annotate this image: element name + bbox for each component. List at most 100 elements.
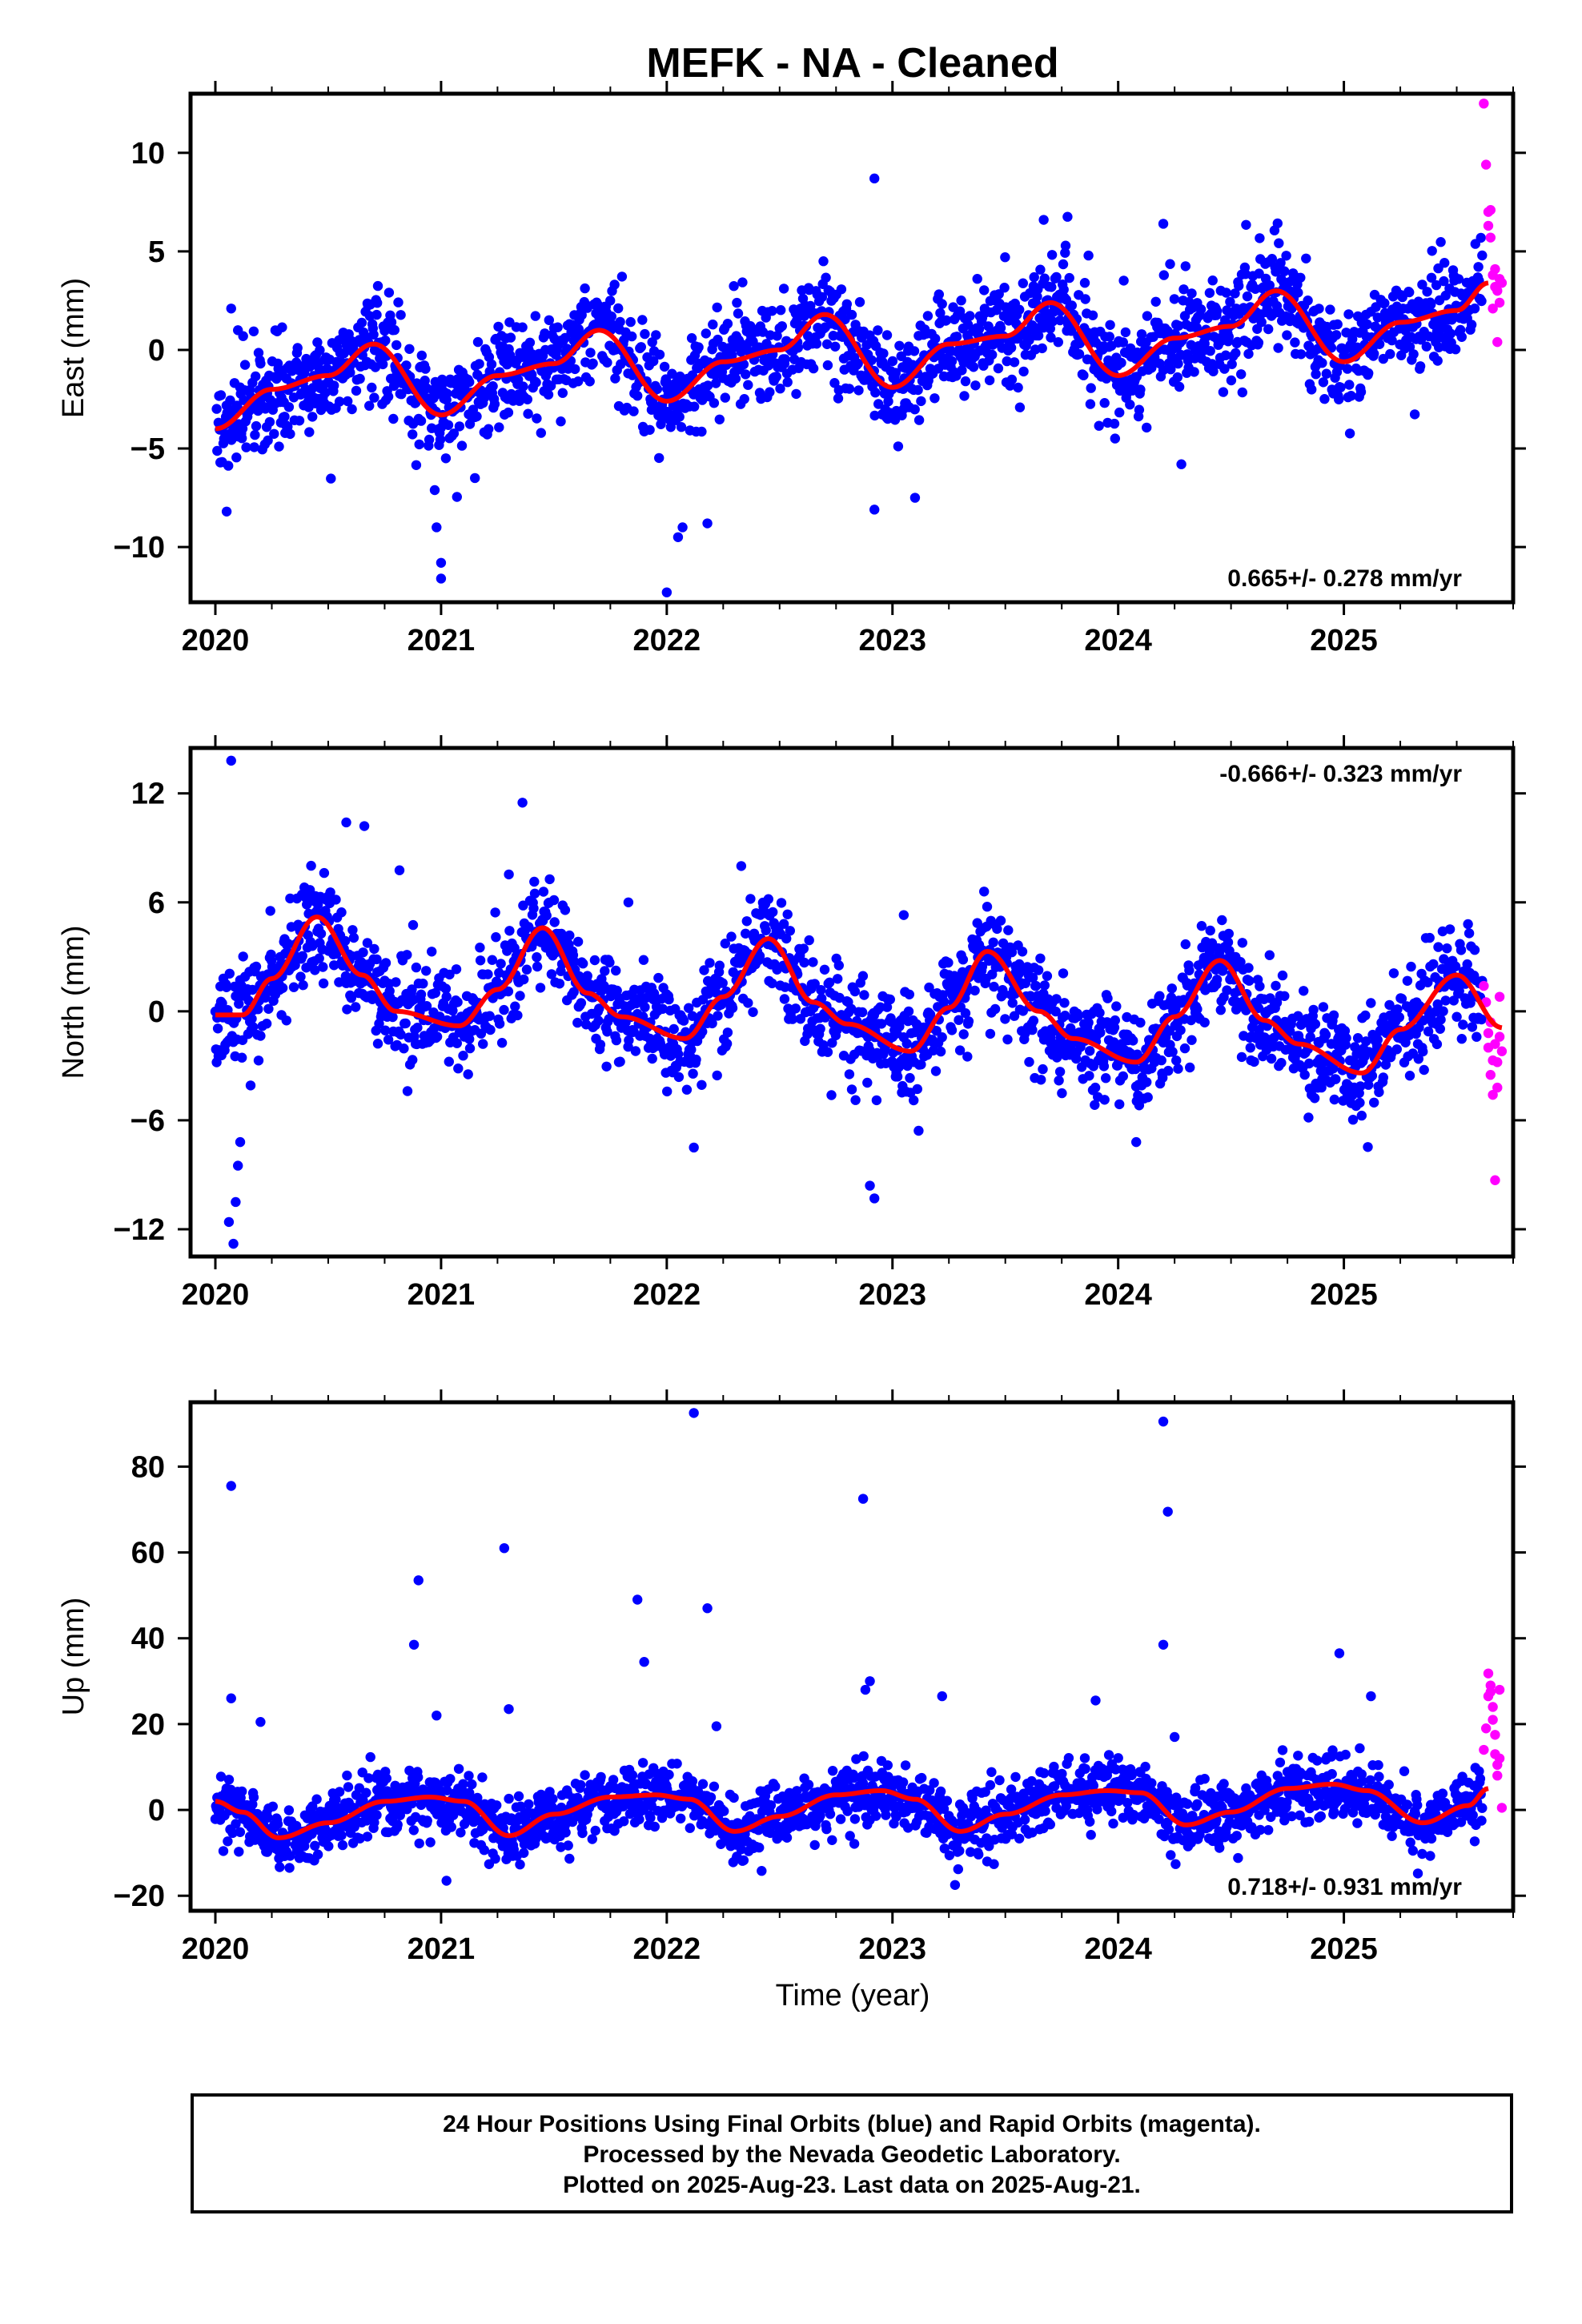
final-orbit-point [1006, 947, 1018, 958]
final-orbit-point [346, 992, 356, 1003]
final-orbit-point [380, 958, 391, 968]
final-orbit-point [320, 388, 331, 398]
final-orbit-point [1098, 1061, 1110, 1072]
final-orbit-point [279, 412, 290, 422]
final-orbit-point [446, 1822, 456, 1832]
final-orbit-point [483, 969, 493, 979]
final-orbit-point [892, 1072, 903, 1082]
final-orbit-point [601, 1061, 612, 1072]
final-orbit-point [515, 991, 525, 1001]
final-orbit-point [924, 982, 934, 993]
final-orbit-point [767, 978, 777, 989]
final-orbit-outlier [661, 587, 673, 597]
final-orbit-outlier [235, 1136, 246, 1148]
final-orbit-point [956, 296, 966, 306]
final-orbit-point [934, 289, 945, 300]
final-orbit-point [745, 894, 756, 904]
final-orbit-point [1185, 1062, 1195, 1073]
final-orbit-point [1057, 1088, 1067, 1099]
final-orbit-point [1156, 1055, 1166, 1066]
final-orbit-point [817, 292, 828, 303]
final-orbit-point [1299, 1069, 1310, 1080]
rapid-orbit-point [1483, 1027, 1494, 1039]
model-fit-line [215, 280, 1489, 432]
final-orbit-point [444, 969, 455, 980]
final-orbit-point [1166, 983, 1178, 994]
final-orbit-point [334, 396, 345, 407]
x-tick-label: 2020 [182, 1278, 250, 1312]
final-orbit-point [283, 402, 295, 412]
final-orbit-point [1027, 972, 1038, 983]
final-orbit-point [1205, 346, 1215, 356]
final-orbit-point [308, 1811, 319, 1823]
final-orbit-point [1392, 1004, 1403, 1015]
final-orbit-point [1090, 1082, 1101, 1093]
final-orbit-point [963, 1016, 974, 1027]
final-orbit-point [418, 979, 428, 989]
final-orbit-point [1456, 1034, 1468, 1044]
final-orbit-outlier [228, 1238, 239, 1249]
final-orbit-point [400, 1018, 411, 1029]
final-orbit-point [1223, 937, 1234, 947]
final-orbit-point [307, 383, 319, 393]
final-orbit-point [1058, 259, 1069, 270]
rapid-orbit-point [1480, 159, 1492, 170]
final-orbit-point [464, 1034, 475, 1044]
final-orbit-outlier [233, 1160, 243, 1171]
final-orbit-point [1426, 300, 1436, 310]
final-orbit-point [217, 998, 227, 1008]
final-orbit-point [887, 356, 898, 367]
final-orbit-point [1085, 1046, 1095, 1056]
x-tick-label: 2023 [858, 624, 926, 657]
final-orbit-point [372, 1039, 383, 1049]
final-orbit-point [371, 1810, 382, 1820]
final-orbit-point [391, 340, 402, 351]
final-orbit-point [1083, 1017, 1094, 1028]
final-orbit-point [556, 416, 566, 427]
final-orbit-point [1316, 1082, 1327, 1093]
final-orbit-point [1058, 968, 1069, 979]
final-orbit-point [549, 917, 560, 927]
final-orbit-point [1035, 953, 1046, 964]
rapid-orbit-point [1492, 336, 1503, 348]
final-orbit-point [727, 1003, 738, 1013]
final-orbit-point [479, 1845, 489, 1856]
final-orbit-point [815, 1023, 825, 1034]
final-orbit-point [1309, 1093, 1320, 1104]
final-orbit-point [442, 388, 452, 399]
final-orbit-point [412, 1023, 423, 1033]
final-orbit-point [1404, 1071, 1415, 1081]
final-orbit-point [1114, 1099, 1125, 1110]
final-orbit-point [1444, 924, 1456, 935]
final-orbit-point [979, 887, 990, 897]
final-orbit-point [484, 424, 494, 434]
final-orbit-point [1318, 1002, 1329, 1012]
final-orbit-point [1253, 337, 1264, 348]
final-orbit-point [816, 985, 826, 995]
final-orbit-point [1391, 1044, 1403, 1055]
final-orbit-point [369, 392, 379, 403]
final-orbit-point [1442, 943, 1452, 954]
final-orbit-point [310, 965, 320, 975]
final-orbit-point [306, 860, 316, 871]
final-orbit-point [587, 1834, 597, 1844]
final-orbit-point [294, 416, 305, 426]
final-orbit-point [1273, 343, 1283, 353]
final-orbit-point [1440, 995, 1451, 1006]
final-orbit-outlier [865, 1180, 875, 1191]
final-orbit-point [699, 965, 709, 975]
final-orbit-point [1207, 359, 1218, 369]
final-orbit-point [318, 962, 328, 972]
final-orbit-outlier [1038, 215, 1049, 225]
final-orbit-point [248, 326, 259, 336]
final-orbit-point [636, 342, 646, 352]
final-orbit-point [1320, 1030, 1331, 1040]
final-orbit-point [504, 1793, 514, 1804]
final-orbit-point [1046, 250, 1058, 260]
y-tick-label: 12 [131, 778, 165, 811]
final-orbit-point [453, 1063, 464, 1074]
final-orbit-point [1032, 292, 1042, 302]
final-orbit-point [1051, 271, 1062, 283]
final-orbit-point [370, 362, 381, 372]
